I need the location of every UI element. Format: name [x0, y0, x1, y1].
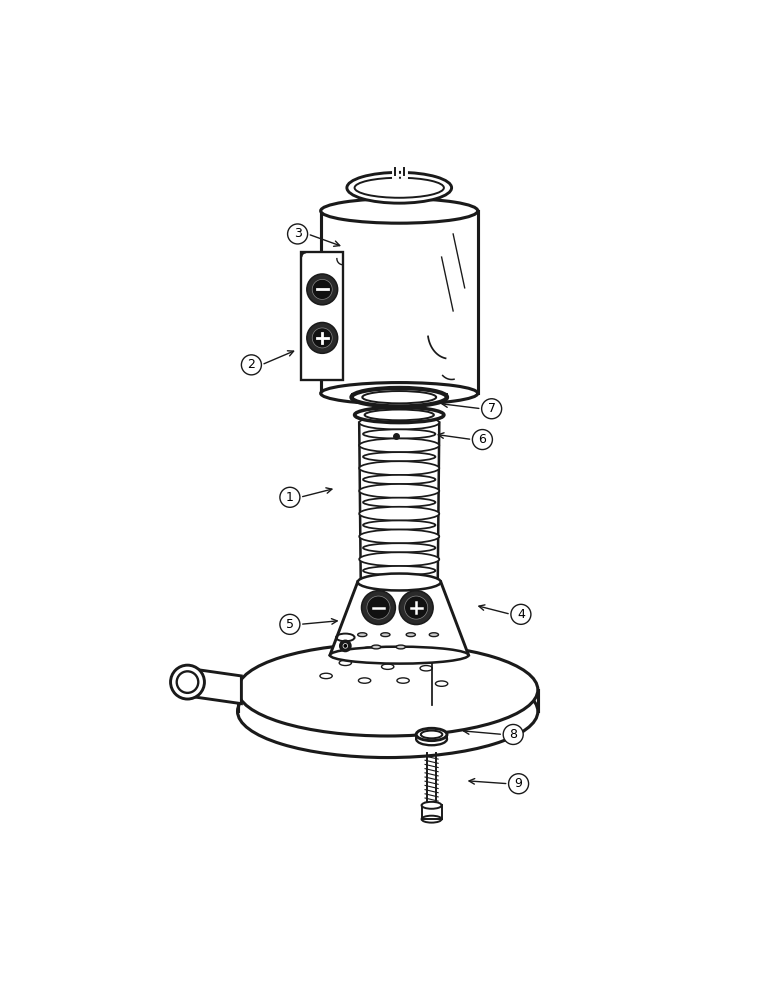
Text: 6: 6	[479, 433, 487, 446]
Ellipse shape	[382, 664, 394, 669]
Text: 4: 4	[517, 608, 525, 621]
Circle shape	[343, 644, 348, 648]
Ellipse shape	[359, 530, 439, 543]
Text: 8: 8	[509, 728, 517, 741]
Ellipse shape	[397, 645, 405, 649]
Ellipse shape	[400, 650, 413, 656]
Circle shape	[508, 774, 528, 794]
Ellipse shape	[429, 633, 438, 637]
Ellipse shape	[355, 407, 444, 423]
Ellipse shape	[435, 681, 448, 686]
Ellipse shape	[406, 633, 415, 637]
Text: 7: 7	[487, 402, 496, 415]
Ellipse shape	[352, 388, 447, 406]
Ellipse shape	[421, 802, 442, 809]
Circle shape	[340, 641, 351, 651]
Ellipse shape	[397, 678, 409, 683]
Ellipse shape	[347, 172, 452, 203]
Ellipse shape	[237, 644, 538, 736]
Ellipse shape	[365, 410, 434, 420]
Circle shape	[399, 591, 433, 625]
Ellipse shape	[421, 731, 442, 738]
Ellipse shape	[363, 520, 435, 530]
Ellipse shape	[416, 733, 447, 745]
Ellipse shape	[339, 660, 352, 666]
Ellipse shape	[421, 816, 442, 823]
Ellipse shape	[381, 633, 390, 637]
Circle shape	[511, 604, 531, 624]
Ellipse shape	[336, 634, 355, 641]
Ellipse shape	[363, 429, 435, 439]
Ellipse shape	[363, 452, 435, 461]
Circle shape	[288, 224, 307, 244]
Circle shape	[241, 355, 262, 375]
Ellipse shape	[355, 178, 444, 198]
Circle shape	[503, 724, 523, 744]
Ellipse shape	[359, 484, 439, 498]
Ellipse shape	[363, 543, 435, 552]
Ellipse shape	[359, 438, 439, 452]
Ellipse shape	[420, 666, 432, 671]
Circle shape	[482, 399, 501, 419]
Ellipse shape	[362, 391, 436, 403]
Ellipse shape	[363, 475, 435, 484]
Ellipse shape	[359, 678, 371, 683]
Circle shape	[280, 487, 300, 507]
Ellipse shape	[358, 633, 367, 637]
Circle shape	[367, 596, 390, 619]
Ellipse shape	[330, 647, 469, 664]
Text: 3: 3	[293, 227, 302, 240]
Ellipse shape	[372, 645, 381, 649]
Ellipse shape	[416, 728, 447, 741]
Text: 1: 1	[286, 491, 294, 504]
Ellipse shape	[359, 507, 439, 521]
Ellipse shape	[237, 665, 538, 758]
Circle shape	[171, 665, 204, 699]
Circle shape	[312, 328, 332, 348]
Ellipse shape	[359, 552, 439, 566]
Text: 5: 5	[286, 618, 294, 631]
Ellipse shape	[359, 461, 439, 475]
Ellipse shape	[358, 574, 441, 590]
Ellipse shape	[359, 575, 439, 589]
Circle shape	[362, 591, 396, 625]
Ellipse shape	[363, 566, 435, 575]
Circle shape	[307, 274, 338, 305]
Ellipse shape	[359, 416, 439, 430]
Polygon shape	[188, 668, 241, 704]
Circle shape	[312, 279, 332, 299]
Bar	[301, 252, 343, 380]
Circle shape	[473, 430, 493, 450]
Ellipse shape	[320, 383, 478, 404]
Circle shape	[307, 323, 338, 353]
Ellipse shape	[362, 647, 375, 652]
Polygon shape	[320, 211, 478, 393]
Ellipse shape	[363, 498, 435, 507]
Circle shape	[404, 596, 428, 619]
Text: 9: 9	[514, 777, 522, 790]
Text: 2: 2	[248, 358, 255, 371]
Ellipse shape	[320, 199, 478, 223]
Circle shape	[280, 614, 300, 634]
Circle shape	[177, 671, 199, 693]
Polygon shape	[330, 582, 469, 655]
Ellipse shape	[320, 673, 332, 679]
